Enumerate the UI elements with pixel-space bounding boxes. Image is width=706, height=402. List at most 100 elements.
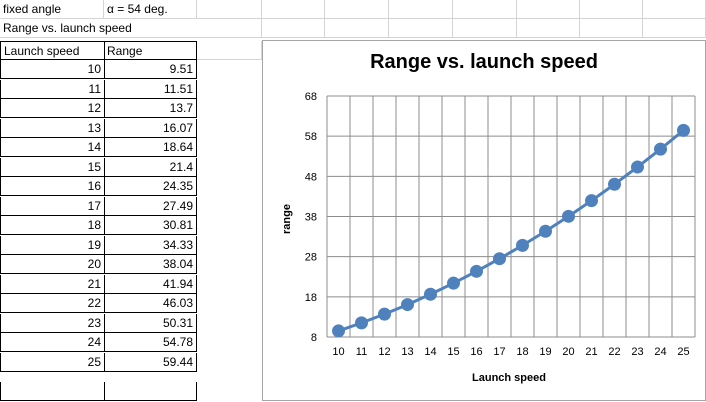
cell-b1[interactable]: α = 54 deg. [104, 0, 197, 19]
cell-h2[interactable] [517, 19, 580, 38]
cell-e2[interactable] [325, 19, 389, 38]
cell-c1[interactable] [197, 0, 262, 19]
table-cell-launch-speed[interactable]: 19 [0, 236, 105, 255]
table-cell-launch-speed[interactable]: 16 [0, 177, 105, 196]
table-cell-launch-speed[interactable]: 17 [0, 197, 105, 216]
data-point [401, 298, 414, 312]
table-cell-launch-speed[interactable]: 24 [0, 333, 105, 352]
table-cell-range[interactable]: 41.94 [104, 275, 197, 294]
table-cell-range[interactable]: 24.35 [104, 177, 197, 196]
cell-d2[interactable] [262, 19, 325, 38]
cell-e1[interactable] [325, 0, 389, 19]
table-cell-launch-speed[interactable]: 22 [0, 294, 105, 313]
table-cell-launch-speed[interactable]: 14 [0, 138, 105, 157]
x-tick-label: 25 [677, 346, 689, 358]
data-point [378, 307, 391, 321]
y-tick-label: 18 [305, 292, 317, 304]
table-cell-launch-speed[interactable]: 18 [0, 216, 105, 235]
table-cell-range[interactable]: 27.49 [104, 197, 197, 216]
x-tick-label: 20 [562, 346, 574, 358]
y-tick-label: 38 [305, 212, 317, 224]
table-cell-launch-speed[interactable]: 12 [0, 99, 105, 118]
cell-c3[interactable] [197, 41, 262, 60]
x-axis-label: Launch speed [472, 372, 546, 384]
cell-i2[interactable] [580, 19, 643, 38]
cell-f2[interactable] [389, 19, 453, 38]
table-cell-launch-speed[interactable]: 20 [0, 255, 105, 274]
table-cell-range[interactable]: 50.31 [104, 314, 197, 333]
x-tick-label: 12 [378, 346, 390, 358]
data-point [424, 287, 437, 301]
data-point [654, 142, 667, 156]
chart-title: Range vs. launch speed [370, 51, 598, 73]
empty-cell[interactable] [104, 382, 197, 401]
series-line [338, 129, 685, 333]
data-point [631, 160, 644, 174]
cell-i1[interactable] [580, 0, 643, 19]
cell-j1[interactable] [643, 0, 706, 19]
x-tick-label: 24 [654, 346, 666, 358]
table-cell-launch-speed[interactable]: 25 [0, 353, 105, 372]
cell-h1[interactable] [517, 0, 580, 19]
table-cell-launch-speed[interactable]: 23 [0, 314, 105, 333]
y-tick-label: 58 [305, 131, 317, 143]
data-point [332, 324, 345, 338]
x-tick-label: 11 [356, 346, 367, 358]
x-tick-label: 16 [470, 346, 482, 358]
data-points [332, 123, 690, 338]
y-tick-label: 68 [305, 91, 317, 103]
table-cell-launch-speed[interactable]: 15 [0, 158, 105, 177]
table-cell-range[interactable]: 11.51 [104, 80, 197, 99]
cell-g2[interactable] [453, 19, 517, 38]
table-cell-range[interactable]: 13.7 [104, 99, 197, 118]
data-point [608, 177, 621, 191]
table-cell-range[interactable]: 38.04 [104, 255, 197, 274]
table-cell-range[interactable]: 18.64 [104, 138, 197, 157]
data-point [355, 316, 368, 330]
x-tick-label: 19 [539, 346, 551, 358]
cell-f1[interactable] [389, 0, 453, 19]
table-cell-range[interactable]: 9.51 [104, 60, 197, 79]
y-tick-label: 8 [311, 332, 317, 344]
data-point [585, 194, 598, 208]
data-point [516, 238, 529, 252]
data-point [470, 264, 483, 278]
cell-d1[interactable] [262, 0, 325, 19]
table-cell-launch-speed[interactable]: 21 [0, 275, 105, 294]
x-tick-label: 13 [401, 346, 413, 358]
table-cell-range[interactable]: 34.33 [104, 236, 197, 255]
y-tick-labels: 8 18 28 38 48 58 68 [305, 91, 317, 344]
table-cell-range[interactable]: 21.4 [104, 158, 197, 177]
table-cell-range[interactable]: 30.81 [104, 216, 197, 235]
table-cell-launch-speed[interactable]: 11 [0, 80, 105, 99]
table-cell-range[interactable]: 54.78 [104, 333, 197, 352]
table-cell-launch-speed[interactable]: 10 [0, 60, 105, 79]
x-tick-label: 18 [516, 346, 528, 358]
data-point [562, 209, 575, 223]
gridlines [326, 95, 696, 338]
data-point [539, 224, 552, 238]
y-axis-label: range [281, 204, 293, 234]
table-cell-range[interactable]: 46.03 [104, 294, 197, 313]
x-tick-label: 21 [585, 346, 597, 358]
cell-a2[interactable]: Range vs. launch speed [0, 19, 197, 38]
empty-cell[interactable] [0, 382, 105, 401]
table-cell-launch-speed[interactable]: 13 [0, 119, 105, 138]
cell-c2[interactable] [197, 19, 262, 38]
table-cell-range[interactable]: 59.44 [104, 353, 197, 372]
column-header-launch-speed[interactable]: Launch speed [0, 41, 105, 60]
data-point [493, 252, 506, 266]
column-header-range[interactable]: Range [104, 41, 197, 60]
range-vs-launch-speed-chart[interactable]: Range vs. launch speed 8 18 28 38 48 58 68 10 1… [262, 40, 706, 401]
y-tick-label: 48 [305, 171, 317, 183]
chart-plot: 8 18 28 38 48 58 68 10 11 12 13 14 15 16 17 18 19 20 21 22… [281, 91, 696, 384]
x-tick-label: 17 [493, 346, 505, 358]
table-cell-range[interactable]: 16.07 [104, 119, 197, 138]
x-tick-label: 22 [608, 346, 620, 358]
cell-j2[interactable] [643, 19, 706, 38]
cell-a1[interactable]: fixed angle [0, 0, 104, 19]
data-point [677, 123, 690, 137]
cell-g1[interactable] [453, 0, 517, 19]
data-point [447, 276, 460, 290]
